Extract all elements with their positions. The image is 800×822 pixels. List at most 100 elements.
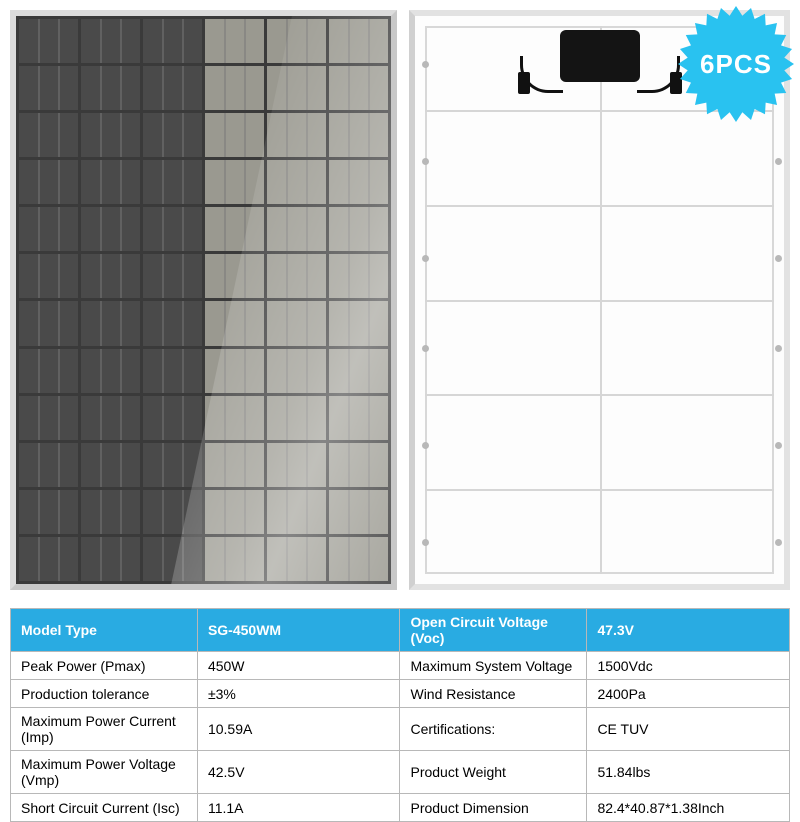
solar-cell bbox=[267, 113, 326, 157]
solar-cell bbox=[81, 349, 140, 393]
solar-cell bbox=[81, 113, 140, 157]
solar-cell bbox=[329, 19, 388, 63]
solar-cell bbox=[205, 349, 264, 393]
spec-label: Short Circuit Current (Isc) bbox=[11, 794, 198, 822]
solar-cell bbox=[267, 301, 326, 345]
solar-cell bbox=[267, 396, 326, 440]
solar-cell bbox=[81, 537, 140, 581]
table-row: Maximum Power Voltage (Vmp)42.5VProduct … bbox=[11, 751, 790, 794]
solar-cell bbox=[329, 113, 388, 157]
table-row: Peak Power (Pmax)450WMaximum System Volt… bbox=[11, 652, 790, 680]
mount-hole bbox=[775, 345, 782, 352]
header-voc: Open Circuit Voltage (Voc) bbox=[400, 609, 587, 652]
spec-label: Product Dimension bbox=[400, 794, 587, 822]
solar-cell bbox=[329, 160, 388, 204]
product-images: 6PCS bbox=[10, 10, 790, 590]
solar-cell bbox=[143, 160, 202, 204]
header-model-type: Model Type bbox=[11, 609, 198, 652]
solar-cell bbox=[205, 160, 264, 204]
mount-hole bbox=[775, 442, 782, 449]
solar-cell bbox=[205, 443, 264, 487]
solar-cell bbox=[19, 113, 78, 157]
solar-cell bbox=[329, 396, 388, 440]
spec-label: Maximum System Voltage bbox=[400, 652, 587, 680]
solar-cell bbox=[19, 207, 78, 251]
solar-cell bbox=[267, 254, 326, 298]
solar-cell bbox=[143, 537, 202, 581]
spec-label: Product Weight bbox=[400, 751, 587, 794]
solar-cell bbox=[19, 66, 78, 110]
header-voc-value: 47.3V bbox=[587, 609, 790, 652]
solar-cell bbox=[19, 301, 78, 345]
mc4-connector-left bbox=[518, 72, 530, 94]
mount-hole bbox=[422, 539, 429, 546]
spec-value: 2400Pa bbox=[587, 680, 790, 708]
spec-value: CE TUV bbox=[587, 708, 790, 751]
solar-cell bbox=[81, 207, 140, 251]
table-row: Production tolerance±3%Wind Resistance24… bbox=[11, 680, 790, 708]
solar-cell bbox=[267, 490, 326, 534]
spec-value: 51.84lbs bbox=[587, 751, 790, 794]
solar-cell bbox=[81, 66, 140, 110]
solar-cell bbox=[205, 396, 264, 440]
solar-cell bbox=[143, 396, 202, 440]
spec-label: Production tolerance bbox=[11, 680, 198, 708]
solar-cell bbox=[143, 301, 202, 345]
solar-cell bbox=[205, 207, 264, 251]
spec-table: Model Type SG-450WM Open Circuit Voltage… bbox=[10, 608, 790, 822]
spec-value: 82.4*40.87*1.38Inch bbox=[587, 794, 790, 822]
solar-cell bbox=[143, 113, 202, 157]
back-crossbar-v bbox=[600, 26, 602, 574]
solar-cell bbox=[267, 349, 326, 393]
table-row: Short Circuit Current (Isc)11.1AProduct … bbox=[11, 794, 790, 822]
solar-cell bbox=[19, 160, 78, 204]
solar-cell bbox=[19, 396, 78, 440]
solar-cell bbox=[329, 537, 388, 581]
solar-cell bbox=[81, 160, 140, 204]
solar-cell bbox=[143, 254, 202, 298]
solar-cell bbox=[143, 349, 202, 393]
solar-cell bbox=[267, 443, 326, 487]
spec-value: 42.5V bbox=[197, 751, 400, 794]
solar-cell bbox=[19, 490, 78, 534]
solar-cell bbox=[205, 490, 264, 534]
junction-box bbox=[560, 30, 640, 82]
solar-cell bbox=[81, 254, 140, 298]
header-model-value: SG-450WM bbox=[197, 609, 400, 652]
solar-cell bbox=[205, 113, 264, 157]
solar-cell bbox=[329, 66, 388, 110]
badge-text: 6PCS bbox=[700, 49, 772, 80]
solar-panel-front bbox=[10, 10, 397, 590]
solar-cell bbox=[329, 254, 388, 298]
solar-cell bbox=[329, 490, 388, 534]
solar-cell bbox=[267, 19, 326, 63]
spec-value: 1500Vdc bbox=[587, 652, 790, 680]
table-row: Maximum Power Current (Imp)10.59ACertifi… bbox=[11, 708, 790, 751]
spec-label: Maximum Power Current (Imp) bbox=[11, 708, 198, 751]
spec-label: Certifications: bbox=[400, 708, 587, 751]
mount-hole bbox=[775, 158, 782, 165]
solar-cell bbox=[329, 207, 388, 251]
solar-cell bbox=[205, 66, 264, 110]
solar-cell bbox=[267, 160, 326, 204]
solar-cell bbox=[329, 443, 388, 487]
solar-cell bbox=[143, 490, 202, 534]
solar-cell bbox=[205, 301, 264, 345]
solar-cell bbox=[329, 301, 388, 345]
spec-value: 11.1A bbox=[197, 794, 400, 822]
solar-cell bbox=[143, 443, 202, 487]
spec-value: 10.59A bbox=[197, 708, 400, 751]
spec-value: ±3% bbox=[197, 680, 400, 708]
solar-cell bbox=[19, 19, 78, 63]
spec-label: Peak Power (Pmax) bbox=[11, 652, 198, 680]
solar-cell bbox=[81, 301, 140, 345]
spec-header-row: Model Type SG-450WM Open Circuit Voltage… bbox=[11, 609, 790, 652]
solar-cell bbox=[267, 207, 326, 251]
mount-hole bbox=[422, 255, 429, 262]
solar-cell bbox=[143, 207, 202, 251]
solar-cell bbox=[81, 490, 140, 534]
solar-cell bbox=[205, 254, 264, 298]
solar-cell bbox=[143, 66, 202, 110]
mount-hole bbox=[775, 255, 782, 262]
spec-label: Maximum Power Voltage (Vmp) bbox=[11, 751, 198, 794]
